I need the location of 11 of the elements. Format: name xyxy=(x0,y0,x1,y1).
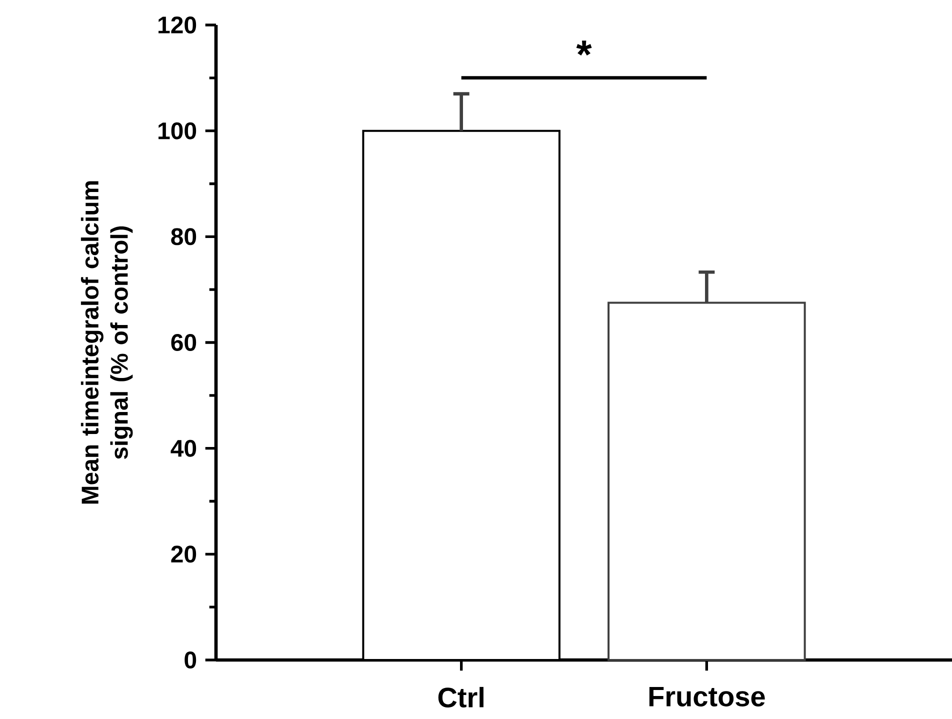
y-tick-label: 120 xyxy=(158,16,196,34)
y-tick-label: 100 xyxy=(158,122,196,140)
y-axis-title: Mean timeintegralof calcium signal (% of control) xyxy=(80,181,133,504)
y-tick-label: 60 xyxy=(171,334,196,351)
y-tick-label: 20 xyxy=(171,546,196,563)
annotation: * xyxy=(576,40,592,56)
y-tick-label: 0 xyxy=(184,651,196,668)
y-tick-label: 80 xyxy=(171,228,196,246)
y-tick-label: 40 xyxy=(170,440,196,457)
x-tick-label: Ctrl xyxy=(438,686,484,708)
x-tick-label: Fructose xyxy=(649,686,765,706)
